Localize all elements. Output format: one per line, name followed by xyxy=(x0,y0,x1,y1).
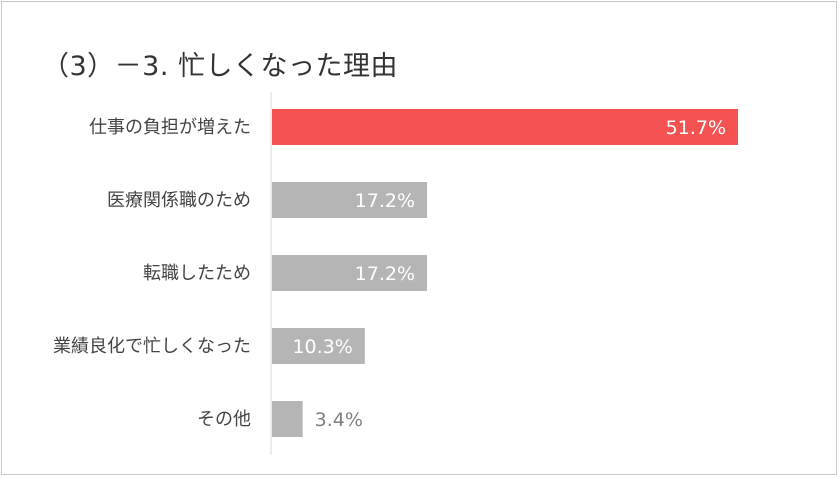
bar-1 xyxy=(272,109,738,145)
category-label: 転職したため xyxy=(143,263,251,284)
category-label: その他 xyxy=(197,409,251,430)
category-label: 業績良化で忙しくなった xyxy=(53,336,251,357)
bar-4 xyxy=(272,328,365,364)
data-label: 10.3% xyxy=(292,336,352,358)
data-label: 17.2% xyxy=(355,263,415,285)
data-label: 51.7% xyxy=(666,117,726,139)
data-label: 3.4% xyxy=(315,409,363,431)
bar-2 xyxy=(272,182,428,218)
data-label: 17.2% xyxy=(355,190,415,212)
bar-5 xyxy=(272,401,303,437)
chart-title: （3）－3. 忙しくなった理由 xyxy=(42,51,399,82)
bar-3 xyxy=(272,255,428,291)
category-label: 医療関係職のため xyxy=(107,190,251,211)
category-label: 仕事の負担が増えた xyxy=(89,117,251,138)
